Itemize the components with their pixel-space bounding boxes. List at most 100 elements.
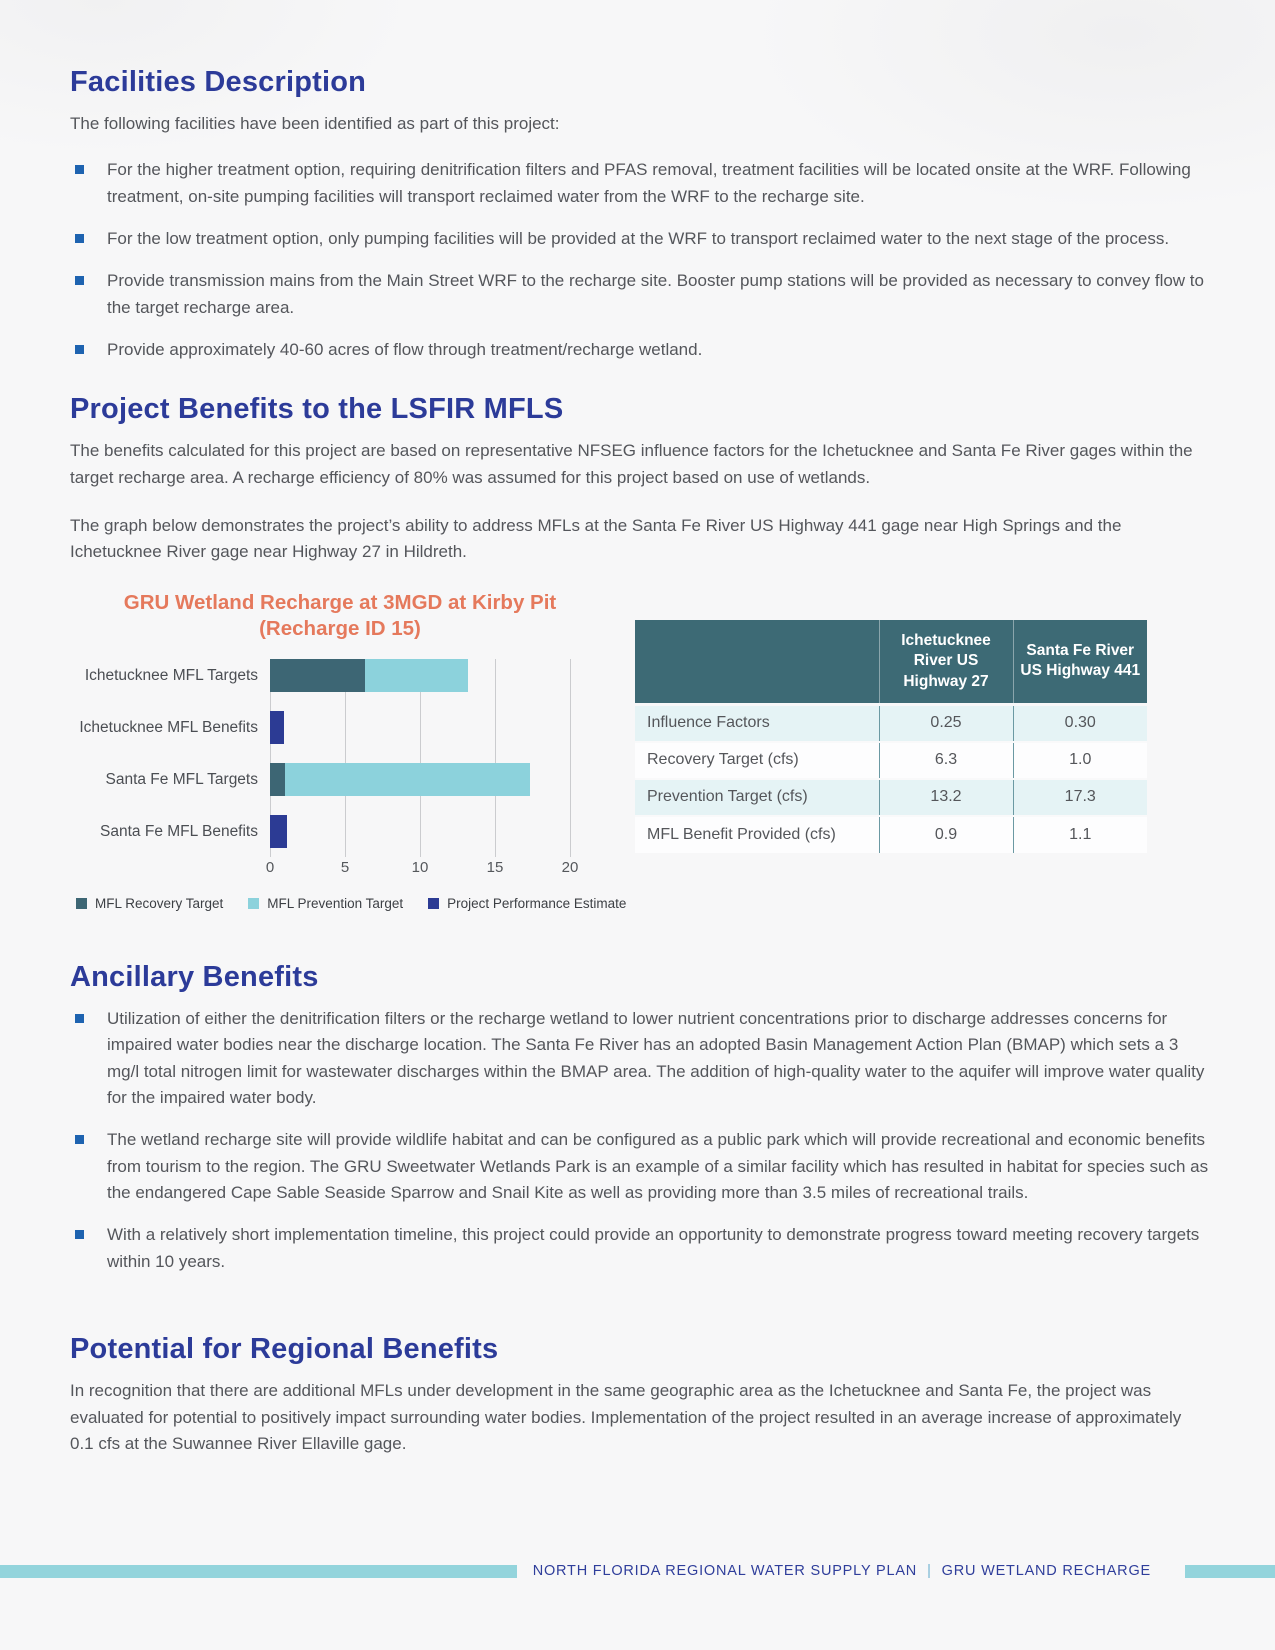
- bullet-text: With a relatively short implementation t…: [107, 1225, 1200, 1271]
- regional-title: Potential for Regional Benefits: [70, 1333, 499, 1366]
- chart-category-label: Ichetucknee MFL Benefits: [79, 718, 258, 736]
- legend-item: Project Performance Estimate: [428, 896, 626, 911]
- chart-x-axis: 0 5 10 15 20: [266, 848, 579, 878]
- footer-separator: |: [927, 1563, 932, 1579]
- legend-item: MFL Prevention Target: [248, 896, 403, 911]
- table-row: MFL Benefit Provided (cfs) 0.9 1.1: [635, 815, 1147, 853]
- mfl-table-header-row: Ichetucknee River US Highway 27 Santa Fe …: [635, 619, 1147, 707]
- x-tick-label: 10: [411, 859, 429, 877]
- bullet-square-icon: [75, 234, 84, 244]
- table-column-header: Santa Fe River US Highway 441: [1012, 619, 1147, 707]
- bullet-square-icon: [75, 1135, 84, 1145]
- legend-label: MFL Prevention Target: [267, 896, 404, 912]
- table-value-cell: 0.9: [878, 815, 1013, 853]
- legend-item: MFL Recovery Target: [76, 896, 223, 911]
- bullet-item: Provide approximately 40-60 acres of flo…: [70, 337, 1209, 363]
- chart-category-label: Santa Fe MFL Benefits: [100, 822, 258, 840]
- table-corner-cell: [635, 619, 879, 707]
- chart-bar: [270, 815, 570, 849]
- bullet-square-icon: [75, 1014, 84, 1024]
- x-tick-label: 5: [340, 859, 350, 877]
- chart-bar-segment: [270, 763, 285, 797]
- bullet-item: Utilization of either the denitrificatio…: [70, 1006, 1209, 1111]
- table-value-cell: 6.3: [878, 741, 1013, 779]
- bullet-square-icon: [75, 165, 84, 175]
- gridline: [570, 659, 571, 858]
- chart-bar: [270, 711, 570, 745]
- bullet-text: For the low treatment option, only pumpi…: [107, 229, 1170, 249]
- legend-label: MFL Recovery Target: [95, 896, 224, 912]
- chart-gridlines: [270, 659, 571, 858]
- facilities-intro: The following facilities have been ident…: [70, 114, 560, 133]
- chart-bar-segment: [270, 815, 287, 849]
- gridline: [270, 659, 271, 858]
- chart-row: Ichetucknee MFL Targets: [70, 659, 610, 693]
- legend-swatch-icon: [248, 898, 260, 910]
- project-benefits-title: Project Benefits to the LSFIR MFLS: [70, 393, 564, 426]
- gridline: [420, 659, 421, 858]
- chart-row: Ichetucknee MFL Benefits: [70, 711, 610, 745]
- legend-label: Project Performance Estimate: [447, 896, 627, 912]
- table-value-cell: 13.2: [878, 778, 1013, 816]
- bullet-text: Provide approximately 40-60 acres of flo…: [107, 340, 703, 360]
- chart-category-label: Santa Fe MFL Targets: [105, 770, 259, 788]
- chart-bar-segment: [270, 711, 284, 745]
- bullet-item: For the low treatment option, only pumpi…: [70, 226, 1209, 252]
- chart-row: Santa Fe MFL Benefits: [70, 815, 610, 849]
- chart-bar-segment: [270, 659, 365, 693]
- table-row-label: MFL Benefit Provided (cfs): [647, 825, 836, 843]
- table-column-header: Ichetucknee River US Highway 27: [878, 619, 1013, 707]
- bullet-square-icon: [75, 1230, 84, 1240]
- page-footer: NORTH FLORIDA REGIONAL WATER SUPPLY PLAN…: [0, 1563, 1275, 1579]
- bullet-text: For the higher treatment option, requiri…: [107, 160, 1191, 206]
- x-tick-label: 20: [561, 859, 579, 877]
- regional-paragraph: In recognition that there are additional…: [70, 1381, 1182, 1453]
- figure-row: GRU Wetland Recharge at 3MGD at Kirby Pi…: [70, 590, 1209, 911]
- facilities-bullet-list: For the higher treatment option, requiri…: [70, 157, 1209, 363]
- footer-bar-right: [1185, 1564, 1275, 1578]
- table-value-cell: 17.3: [1012, 778, 1147, 816]
- bullet-item: Provide transmission mains from the Main…: [70, 268, 1209, 321]
- chart-row: Santa Fe MFL Targets: [70, 763, 610, 797]
- section-regional-benefits: Potential for Regional Benefits In recog…: [70, 1333, 1209, 1457]
- chart-legend: MFL Recovery Target MFL Prevention Target…: [76, 896, 626, 911]
- bullet-square-icon: [75, 345, 84, 355]
- chart-bar-segment: [364, 659, 468, 693]
- table-row-label: Recovery Target (cfs): [647, 751, 799, 769]
- footer-plan-name: NORTH FLORIDA REGIONAL WATER SUPPLY PLAN: [532, 1563, 918, 1579]
- chart-title-line-2: (Recharge ID 15): [259, 617, 421, 641]
- table-row-label: Prevention Target (cfs): [647, 788, 808, 806]
- mfl-table-body: Influence Factors 0.25 0.30 Recovery Target…: [635, 704, 1147, 853]
- bullet-square-icon: [75, 276, 84, 286]
- project-benefits-paragraph-1: The benefits calculated for this project…: [70, 441, 1193, 487]
- footer-text: NORTH FLORIDA REGIONAL WATER SUPPLY PLAN…: [517, 1563, 1167, 1579]
- project-benefits-paragraph-2: The graph below demonstrates the project…: [70, 516, 1122, 562]
- facilities-title: Facilities Description: [70, 66, 367, 98]
- table-value-cell: 1.1: [1012, 815, 1147, 853]
- legend-swatch-icon: [428, 898, 440, 910]
- gridline: [345, 659, 346, 858]
- footer-bar-left: [0, 1564, 517, 1578]
- section-facilities: Facilities Description The following fac…: [70, 66, 1209, 363]
- ancillary-title: Ancillary Benefits: [70, 961, 319, 994]
- bullet-text: Provide transmission mains from the Main…: [107, 271, 1204, 317]
- bullet-item: With a relatively short implementation t…: [70, 1222, 1209, 1275]
- table-row: Influence Factors 0.25 0.30: [635, 704, 1147, 742]
- chart-bar: [270, 763, 570, 797]
- chart-title-line-1: GRU Wetland Recharge at 3MGD at Kirby Pi…: [123, 590, 557, 614]
- table-row: Prevention Target (cfs) 13.2 17.3: [635, 778, 1147, 816]
- section-project-benefits: Project Benefits to the LSFIR MFLS The b…: [70, 393, 1209, 911]
- chart-title: GRU Wetland Recharge at 3MGD at Kirby Pi…: [70, 590, 610, 643]
- bullet-item: The wetland recharge site will provide w…: [70, 1127, 1209, 1206]
- table-value-cell: 1.0: [1012, 741, 1147, 779]
- mfl-table-header: Ichetucknee River US Highway 27 Santa Fe …: [635, 619, 1147, 707]
- chart-bar-segment: [285, 763, 530, 797]
- table-value-cell: 0.25: [878, 704, 1013, 742]
- mfl-benefits-table: Ichetucknee River US Highway 27 Santa Fe …: [635, 619, 1147, 853]
- chart-bar: [270, 659, 570, 693]
- chart-plot-area: Ichetucknee MFL Targets Ichetucknee MFL B…: [70, 659, 610, 858]
- ancillary-bullet-list: Utilization of either the denitrificatio…: [70, 1006, 1209, 1275]
- legend-swatch-icon: [76, 898, 87, 910]
- table-row-label: Influence Factors: [647, 714, 770, 732]
